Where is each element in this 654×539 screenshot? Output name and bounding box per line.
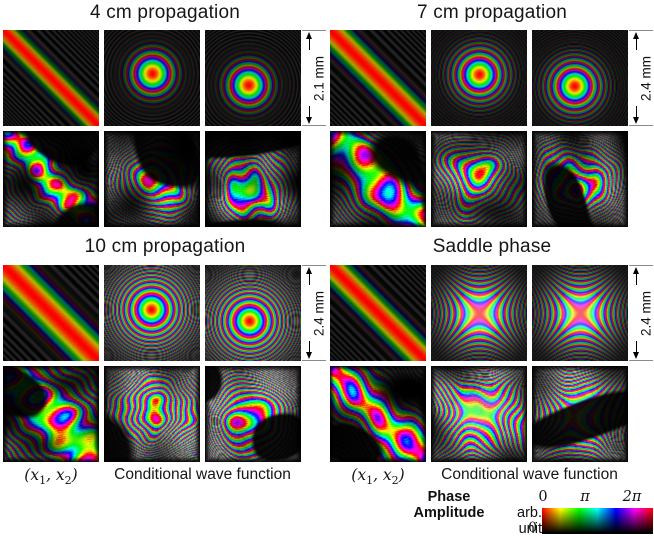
scale-label: 2.4 mm (311, 290, 327, 336)
scale-tick-top (302, 30, 326, 31)
legend-phase-label: Phase (427, 489, 471, 505)
saddle-conditional-tile-2-measured (532, 366, 628, 462)
arrow-down-icon (633, 117, 639, 124)
joint-coordinates-label-right: (x1, x2) (351, 466, 405, 488)
p7-joint-wavefunction-tile-measured (330, 131, 426, 227)
legend-phase-tick-2pi: 2π (622, 489, 642, 505)
p7-joint-wavefunction-tile (330, 30, 426, 126)
p4-conditional-tile-1-measured (104, 131, 200, 227)
panel-title-saddle: Saddle phase (432, 236, 552, 257)
arrow-shaft (309, 38, 311, 50)
p10-joint-wavefunction-tile (3, 265, 99, 361)
panel-title-7cm: 7 cm propagation (416, 2, 567, 23)
panel-title-4cm: 4 cm propagation (89, 2, 240, 23)
scale-tick-bottom (302, 125, 326, 126)
legend-amplitude-label: Amplitude (413, 505, 485, 521)
p4-conditional-tile-2 (205, 30, 301, 126)
legend-amplitude-zero-tick: 0 (528, 520, 537, 536)
arrow-shaft (309, 273, 311, 285)
joint-coordinates-label-left: (x1, x2) (24, 466, 78, 488)
arrow-up-icon (306, 32, 312, 39)
scale-label: 2.1 mm (311, 55, 327, 101)
scale-tick-bottom (629, 360, 653, 361)
panel-saddle: Saddle phase 2.4 mm (330, 236, 654, 464)
arrow-shaft (636, 341, 638, 353)
arrow-up-icon (633, 32, 639, 39)
arrow-up-icon (633, 267, 639, 274)
p10-conditional-tile-2 (205, 265, 301, 361)
scale-bar-saddle: 2.4 mm (629, 265, 654, 361)
p7-conditional-tile-1 (431, 30, 527, 126)
arrow-shaft (309, 341, 311, 353)
conditional-wavefunction-label-right: Conditional wave function (441, 466, 618, 483)
saddle-joint-wavefunction-tile (330, 265, 426, 361)
panel-7cm: 7 cm propagation 2.4 mm (330, 2, 654, 230)
scale-bar-10cm: 2.4 mm (302, 265, 328, 361)
p4-joint-wavefunction-tile (3, 30, 99, 126)
scale-bar-4cm: 2.1 mm (302, 30, 328, 126)
saddle-joint-wavefunction-tile-measured (330, 366, 426, 462)
panel-10cm: 10 cm propagation 2.4 mm (3, 236, 329, 464)
panel-4cm: 4 cm propagation 2.1 mm (3, 2, 329, 230)
arrow-down-icon (633, 352, 639, 359)
arrow-up-icon (306, 267, 312, 274)
p7-conditional-tile-2 (532, 30, 628, 126)
saddle-conditional-tile-1 (431, 265, 527, 361)
p10-conditional-tile-1 (104, 265, 200, 361)
saddle-conditional-tile-2 (532, 265, 628, 361)
arrow-shaft (636, 273, 638, 285)
legend-phase-tick-pi: π (580, 489, 590, 505)
scale-label: 2.4 mm (638, 55, 654, 101)
scale-bar-7cm: 2.4 mm (629, 30, 654, 126)
conditional-wavefunction-label-left: Conditional wave function (114, 466, 291, 483)
scale-tick-bottom (629, 125, 653, 126)
saddle-conditional-tile-1-measured (431, 366, 527, 462)
p10-joint-wavefunction-tile-measured (3, 366, 99, 462)
legend-phase-tick-0: 0 (538, 489, 548, 505)
arrow-shaft (309, 106, 311, 118)
arrow-down-icon (306, 352, 312, 359)
p7-conditional-tile-2-measured (532, 131, 628, 227)
scale-tick-bottom (302, 360, 326, 361)
p7-conditional-tile-1-measured (431, 131, 527, 227)
p10-conditional-tile-2-measured (205, 366, 301, 462)
scale-label: 2.4 mm (638, 290, 654, 336)
arrow-down-icon (306, 117, 312, 124)
scale-tick-top (629, 265, 653, 266)
p4-conditional-tile-1 (104, 30, 200, 126)
p4-conditional-tile-2-measured (205, 131, 301, 227)
p10-conditional-tile-1-measured (104, 366, 200, 462)
phase-amplitude-colorbar (542, 508, 653, 534)
scale-tick-top (302, 265, 326, 266)
p4-joint-wavefunction-tile-measured (3, 131, 99, 227)
legend-amplitude-unit: arb. unit (517, 505, 542, 537)
arrow-shaft (636, 106, 638, 118)
scale-tick-top (629, 30, 653, 31)
arrow-shaft (636, 38, 638, 50)
panel-title-10cm: 10 cm propagation (84, 236, 246, 257)
